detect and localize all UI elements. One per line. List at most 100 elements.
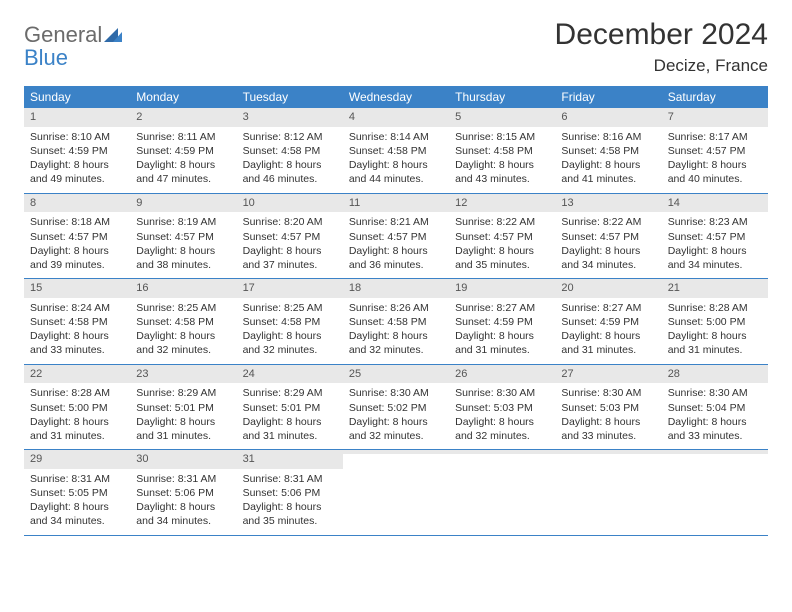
daylight-line1: Daylight: 8 hours [243, 329, 337, 343]
day-cell [662, 450, 768, 535]
weekday-header: Friday [555, 86, 661, 108]
day-body: Sunrise: 8:25 AMSunset: 4:58 PMDaylight:… [130, 298, 236, 364]
daylight-line1: Daylight: 8 hours [30, 329, 124, 343]
daylight-line2: and 34 minutes. [561, 258, 655, 272]
day-number: 30 [130, 450, 236, 469]
day-cell: 19Sunrise: 8:27 AMSunset: 4:59 PMDayligh… [449, 279, 555, 364]
day-cell: 1Sunrise: 8:10 AMSunset: 4:59 PMDaylight… [24, 108, 130, 193]
day-body: Sunrise: 8:30 AMSunset: 5:03 PMDaylight:… [555, 383, 661, 449]
daylight-line1: Daylight: 8 hours [243, 415, 337, 429]
day-cell: 22Sunrise: 8:28 AMSunset: 5:00 PMDayligh… [24, 365, 130, 450]
week-row: 22Sunrise: 8:28 AMSunset: 5:00 PMDayligh… [24, 365, 768, 451]
day-number [662, 450, 768, 454]
daylight-line1: Daylight: 8 hours [136, 415, 230, 429]
day-body: Sunrise: 8:31 AMSunset: 5:05 PMDaylight:… [24, 469, 130, 535]
sunrise-text: Sunrise: 8:30 AM [668, 386, 762, 400]
day-cell: 10Sunrise: 8:20 AMSunset: 4:57 PMDayligh… [237, 194, 343, 279]
sunrise-text: Sunrise: 8:15 AM [455, 130, 549, 144]
sunrise-text: Sunrise: 8:25 AM [243, 301, 337, 315]
sunset-text: Sunset: 4:57 PM [455, 230, 549, 244]
weekday-header: Thursday [449, 86, 555, 108]
daylight-line2: and 40 minutes. [668, 172, 762, 186]
daylight-line2: and 32 minutes. [455, 429, 549, 443]
day-cell: 25Sunrise: 8:30 AMSunset: 5:02 PMDayligh… [343, 365, 449, 450]
day-number: 18 [343, 279, 449, 298]
sunrise-text: Sunrise: 8:12 AM [243, 130, 337, 144]
day-number: 21 [662, 279, 768, 298]
sunset-text: Sunset: 4:58 PM [349, 144, 443, 158]
daylight-line2: and 43 minutes. [455, 172, 549, 186]
daylight-line2: and 32 minutes. [349, 429, 443, 443]
day-number: 26 [449, 365, 555, 384]
daylight-line1: Daylight: 8 hours [561, 329, 655, 343]
day-number: 28 [662, 365, 768, 384]
title-block: December 2024 Decize, France [555, 18, 768, 76]
day-cell: 20Sunrise: 8:27 AMSunset: 4:59 PMDayligh… [555, 279, 661, 364]
daylight-line1: Daylight: 8 hours [668, 158, 762, 172]
daylight-line2: and 46 minutes. [243, 172, 337, 186]
day-cell: 16Sunrise: 8:25 AMSunset: 4:58 PMDayligh… [130, 279, 236, 364]
day-cell: 2Sunrise: 8:11 AMSunset: 4:59 PMDaylight… [130, 108, 236, 193]
sunset-text: Sunset: 4:57 PM [561, 230, 655, 244]
daylight-line2: and 33 minutes. [561, 429, 655, 443]
daylight-line1: Daylight: 8 hours [136, 500, 230, 514]
day-body: Sunrise: 8:31 AMSunset: 5:06 PMDaylight:… [237, 469, 343, 535]
day-cell: 29Sunrise: 8:31 AMSunset: 5:05 PMDayligh… [24, 450, 130, 535]
daylight-line1: Daylight: 8 hours [561, 158, 655, 172]
sunrise-text: Sunrise: 8:19 AM [136, 215, 230, 229]
sunrise-text: Sunrise: 8:25 AM [136, 301, 230, 315]
sunset-text: Sunset: 4:58 PM [30, 315, 124, 329]
sunrise-text: Sunrise: 8:24 AM [30, 301, 124, 315]
daylight-line1: Daylight: 8 hours [668, 329, 762, 343]
day-body: Sunrise: 8:26 AMSunset: 4:58 PMDaylight:… [343, 298, 449, 364]
day-number: 19 [449, 279, 555, 298]
day-body: Sunrise: 8:29 AMSunset: 5:01 PMDaylight:… [130, 383, 236, 449]
sunset-text: Sunset: 4:57 PM [668, 144, 762, 158]
daylight-line1: Daylight: 8 hours [668, 415, 762, 429]
daylight-line1: Daylight: 8 hours [561, 244, 655, 258]
day-number: 15 [24, 279, 130, 298]
day-number: 25 [343, 365, 449, 384]
daylight-line2: and 31 minutes. [243, 429, 337, 443]
daylight-line2: and 36 minutes. [349, 258, 443, 272]
day-body: Sunrise: 8:21 AMSunset: 4:57 PMDaylight:… [343, 212, 449, 278]
day-body: Sunrise: 8:16 AMSunset: 4:58 PMDaylight:… [555, 127, 661, 193]
logo-text-blue: Blue [24, 45, 68, 70]
day-number: 9 [130, 194, 236, 213]
day-body: Sunrise: 8:22 AMSunset: 4:57 PMDaylight:… [449, 212, 555, 278]
sunset-text: Sunset: 5:01 PM [136, 401, 230, 415]
daylight-line2: and 35 minutes. [455, 258, 549, 272]
daylight-line1: Daylight: 8 hours [30, 244, 124, 258]
daylight-line1: Daylight: 8 hours [30, 500, 124, 514]
daylight-line1: Daylight: 8 hours [668, 244, 762, 258]
daylight-line2: and 33 minutes. [30, 343, 124, 357]
weekday-header: Tuesday [237, 86, 343, 108]
day-number [449, 450, 555, 454]
sunset-text: Sunset: 4:57 PM [136, 230, 230, 244]
day-number: 29 [24, 450, 130, 469]
page-header: General Blue December 2024 Decize, Franc… [24, 18, 768, 76]
sunrise-text: Sunrise: 8:23 AM [668, 215, 762, 229]
day-body: Sunrise: 8:12 AMSunset: 4:58 PMDaylight:… [237, 127, 343, 193]
daylight-line2: and 35 minutes. [243, 514, 337, 528]
daylight-line2: and 33 minutes. [668, 429, 762, 443]
sunrise-text: Sunrise: 8:18 AM [30, 215, 124, 229]
daylight-line1: Daylight: 8 hours [455, 158, 549, 172]
day-number: 27 [555, 365, 661, 384]
day-cell: 28Sunrise: 8:30 AMSunset: 5:04 PMDayligh… [662, 365, 768, 450]
day-body: Sunrise: 8:11 AMSunset: 4:59 PMDaylight:… [130, 127, 236, 193]
week-row: 15Sunrise: 8:24 AMSunset: 4:58 PMDayligh… [24, 279, 768, 365]
daylight-line2: and 34 minutes. [30, 514, 124, 528]
sunrise-text: Sunrise: 8:30 AM [561, 386, 655, 400]
week-row: 29Sunrise: 8:31 AMSunset: 5:05 PMDayligh… [24, 450, 768, 536]
day-number: 16 [130, 279, 236, 298]
day-cell [449, 450, 555, 535]
day-cell: 23Sunrise: 8:29 AMSunset: 5:01 PMDayligh… [130, 365, 236, 450]
day-number [555, 450, 661, 454]
sunset-text: Sunset: 4:59 PM [561, 315, 655, 329]
day-cell: 9Sunrise: 8:19 AMSunset: 4:57 PMDaylight… [130, 194, 236, 279]
day-cell: 11Sunrise: 8:21 AMSunset: 4:57 PMDayligh… [343, 194, 449, 279]
day-number: 20 [555, 279, 661, 298]
daylight-line1: Daylight: 8 hours [136, 158, 230, 172]
daylight-line1: Daylight: 8 hours [455, 329, 549, 343]
